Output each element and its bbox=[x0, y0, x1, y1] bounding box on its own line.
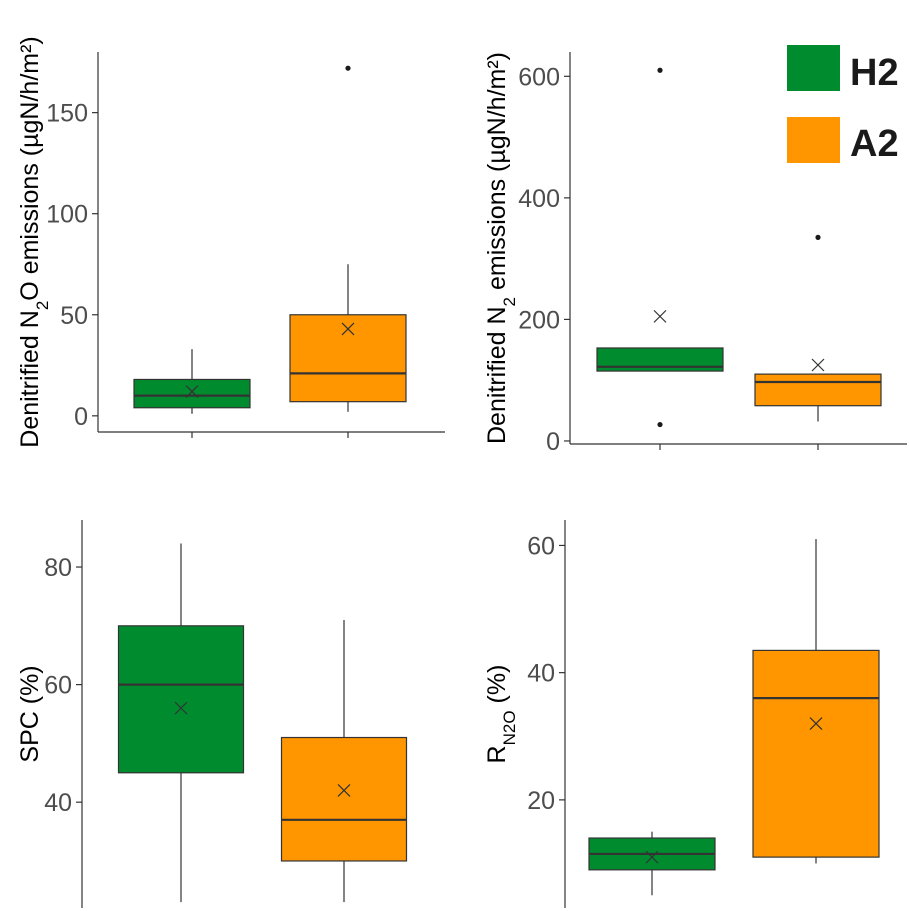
legend-swatch-a2 bbox=[787, 117, 840, 163]
legend-label-a2: A2 bbox=[850, 123, 899, 165]
mean-marker-a2 bbox=[809, 717, 823, 730]
y-tick-label-3: 150 bbox=[46, 100, 88, 128]
legend-label-h2: H2 bbox=[850, 52, 899, 94]
y-tick-label-0: 20 bbox=[527, 787, 555, 815]
box-h2 bbox=[596, 347, 724, 372]
mean-stroke-b bbox=[653, 309, 667, 323]
y-axis-label: RN2O (%) bbox=[483, 665, 519, 764]
box-a2 bbox=[754, 373, 882, 407]
mean-stroke-b bbox=[337, 783, 351, 797]
y-tick-label-1: 200 bbox=[518, 306, 560, 334]
y-tick-label-2: 100 bbox=[46, 201, 88, 229]
mean-marker-a2 bbox=[811, 358, 825, 372]
y-tick-label-2: 80 bbox=[44, 554, 72, 582]
y-tick-label-2: 60 bbox=[527, 532, 555, 560]
outlier-a2-0 bbox=[815, 234, 821, 240]
y-tick-label-0: 0 bbox=[74, 403, 88, 431]
mean-stroke-b bbox=[341, 322, 355, 336]
box-a2 bbox=[280, 736, 408, 862]
mean-marker-h2 bbox=[174, 701, 188, 715]
outlier-h2-1 bbox=[657, 421, 663, 428]
outlier-a2-0 bbox=[345, 65, 351, 71]
box-a2 bbox=[752, 649, 880, 858]
mean-stroke-b bbox=[185, 385, 199, 398]
mean-stroke-b bbox=[809, 717, 823, 730]
outlier-h2-0 bbox=[657, 67, 663, 73]
panel-4: 20 40 60 RN2O (%) bbox=[483, 520, 880, 908]
legend-swatch-h2 bbox=[787, 45, 840, 91]
y-axis-label: Denitrified N2 emissions (µgN/h/m²) bbox=[483, 52, 519, 444]
mean-marker-h2 bbox=[645, 850, 659, 864]
box-a2 bbox=[289, 314, 407, 403]
mean-marker-h2 bbox=[185, 385, 199, 398]
y-tick-label-2: 400 bbox=[518, 185, 560, 213]
y-tick-label-0: 40 bbox=[44, 789, 72, 817]
box-h2 bbox=[133, 378, 251, 409]
mean-stroke-b bbox=[645, 850, 659, 864]
mean-stroke-b bbox=[811, 358, 825, 372]
legend: H2 A2 bbox=[787, 45, 899, 165]
y-tick-label-1: 40 bbox=[527, 660, 555, 688]
y-axis-label: Denitrified N2O emissions (µgN/h/m²) bbox=[16, 36, 52, 447]
y-tick-label-1: 60 bbox=[44, 672, 72, 700]
mean-stroke-b bbox=[174, 701, 188, 715]
y-tick-label-0: 0 bbox=[546, 428, 560, 456]
box-h2 bbox=[117, 625, 245, 774]
y-tick-label-3: 600 bbox=[518, 63, 560, 91]
mean-marker-a2 bbox=[341, 322, 355, 336]
panel-3: 40 60 80 SPC (%) bbox=[16, 520, 408, 908]
mean-marker-h2 bbox=[653, 309, 667, 323]
y-axis-label: SPC (%) bbox=[16, 665, 44, 762]
mean-marker-a2 bbox=[337, 783, 351, 797]
y-tick-label-1: 50 bbox=[60, 302, 88, 330]
